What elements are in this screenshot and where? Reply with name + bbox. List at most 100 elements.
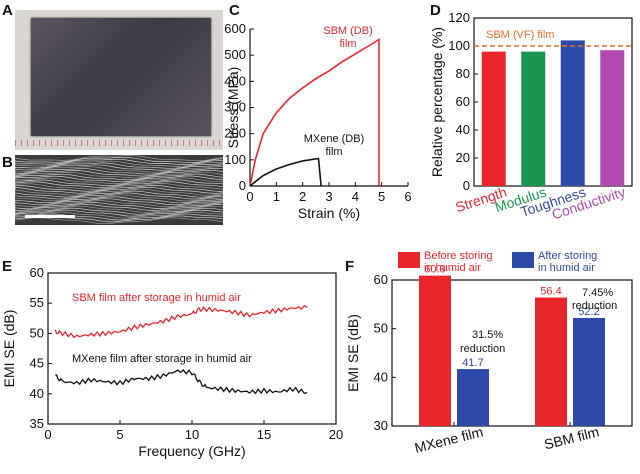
c-annotation-mxene: film bbox=[325, 146, 342, 158]
sem-layer bbox=[15, 167, 223, 175]
c-y-tick-label: 600 bbox=[224, 21, 246, 36]
sem-layer bbox=[15, 188, 223, 196]
sem-layer bbox=[15, 158, 223, 165]
c-x-tick-label: 1 bbox=[273, 189, 280, 204]
sem-layer bbox=[15, 179, 223, 186]
sem-layer bbox=[15, 181, 223, 188]
sem-layer bbox=[15, 200, 223, 208]
c-series-sbm-line bbox=[249, 38, 380, 187]
d-bar-conductivity bbox=[600, 50, 625, 187]
f-y-axis-label: EMI SE (dB) bbox=[345, 314, 361, 392]
e-y-tick-label: 40 bbox=[30, 386, 44, 401]
c-x-axis-label: Strain (%) bbox=[298, 205, 360, 221]
d-y-tick-label: 120 bbox=[448, 10, 470, 25]
f-bar-after bbox=[457, 369, 489, 426]
scale-bar bbox=[25, 215, 75, 218]
f-value-label: 60.9 bbox=[424, 264, 445, 276]
sem-layer bbox=[15, 207, 223, 215]
sem-layer bbox=[15, 196, 223, 204]
f-annotation-sbm: reduction bbox=[572, 300, 617, 312]
d-reference-label: SBM (VF) film bbox=[486, 29, 554, 41]
f-y-tick-label: 30 bbox=[374, 418, 388, 433]
sem-layer bbox=[15, 173, 223, 181]
sem-layer bbox=[15, 177, 223, 184]
f-bar-after bbox=[573, 317, 605, 426]
sem-layer bbox=[15, 192, 223, 200]
e-y-tick-label: 60 bbox=[30, 265, 44, 280]
f-legend-swatch-before bbox=[398, 252, 420, 268]
c-y-tick-label: 0 bbox=[239, 178, 246, 193]
e-y-axis-label: EMI SE (dB) bbox=[1, 310, 17, 388]
d-y-tick-label: 20 bbox=[456, 150, 470, 165]
c-x-tick-label: 2 bbox=[299, 189, 306, 204]
sem-layer bbox=[15, 162, 223, 169]
f-legend-swatch-after bbox=[512, 252, 534, 268]
d-y-tick-label: 40 bbox=[456, 122, 470, 137]
sem-layer bbox=[15, 203, 223, 211]
f-category-label: SBM film bbox=[543, 423, 601, 452]
f-y-tick-label: 60 bbox=[374, 272, 388, 287]
d-category-label: Conductivity bbox=[550, 184, 627, 223]
e-x-tick-label: 0 bbox=[44, 427, 51, 442]
c-series-mxene-line bbox=[249, 157, 322, 187]
e-y-tick-label: 35 bbox=[30, 416, 44, 431]
e-x-tick-label: 15 bbox=[257, 427, 271, 442]
panel-label-c: C bbox=[229, 2, 240, 19]
panel-label-f: F bbox=[345, 258, 355, 275]
sem-layer bbox=[15, 183, 223, 190]
sem-layer bbox=[15, 175, 223, 183]
e-series-mxene-label: MXene film after storage in humid air bbox=[72, 353, 252, 365]
f-legend-after: After storing bbox=[538, 250, 597, 262]
c-annotation-sbm: film bbox=[339, 38, 356, 50]
c-x-tick-label: 5 bbox=[378, 189, 385, 204]
c-y-tick-label: 100 bbox=[224, 152, 246, 167]
f-annotation-sbm: 7.45% bbox=[582, 287, 613, 299]
f-annotation-mxene: 31.5% bbox=[472, 329, 503, 341]
e-y-tick-label: 45 bbox=[30, 356, 44, 371]
sem-layer bbox=[15, 213, 223, 221]
d-y-tick-label: 0 bbox=[463, 178, 470, 193]
c-x-tick-label: 6 bbox=[404, 189, 411, 204]
sem-layer bbox=[15, 190, 223, 198]
c-y-tick-label: 300 bbox=[224, 100, 246, 115]
c-annotation-mxene: MXene (DB) bbox=[304, 133, 365, 145]
c-y-axis-label: Stress (MPa) bbox=[225, 67, 241, 149]
film-photo bbox=[15, 10, 223, 150]
panel-label-b: B bbox=[2, 154, 13, 171]
f-y-tick-label: 50 bbox=[374, 321, 388, 336]
film-sample bbox=[31, 18, 211, 136]
sem-cross-section bbox=[15, 155, 223, 225]
sem-layer bbox=[15, 198, 223, 206]
sem-layer bbox=[15, 157, 223, 164]
sem-layer bbox=[15, 160, 223, 167]
c-x-tick-label: 4 bbox=[352, 189, 359, 204]
sem-layer bbox=[15, 155, 223, 162]
sem-layer bbox=[15, 171, 223, 179]
c-y-tick-label: 500 bbox=[224, 47, 246, 62]
d-category-label: Modulus bbox=[493, 184, 548, 216]
d-category-label: Toughness bbox=[518, 184, 587, 220]
d-y-tick-label: 60 bbox=[456, 94, 470, 109]
c-y-tick-label: 400 bbox=[224, 73, 246, 88]
c-y-tick-label: 200 bbox=[224, 126, 246, 141]
sem-layer bbox=[15, 185, 223, 192]
c-x-tick-label: 0 bbox=[246, 189, 253, 204]
f-bar-before bbox=[419, 275, 451, 426]
f-y-tick-label: 40 bbox=[374, 369, 388, 384]
d-bar-strength bbox=[481, 51, 506, 186]
e-x-tick-label: 10 bbox=[185, 427, 199, 442]
sem-layer bbox=[15, 205, 223, 213]
d-bar-toughness bbox=[560, 40, 585, 187]
e-series-sbm-label: SBM film after storage in humid air bbox=[72, 292, 241, 304]
f-value-label: 56.4 bbox=[540, 286, 561, 298]
d-category-label: Strength bbox=[453, 184, 508, 216]
e-x-axis-label: Frequency (GHz) bbox=[138, 443, 245, 459]
e-x-tick-label: 5 bbox=[116, 427, 123, 442]
d-y-tick-label: 100 bbox=[448, 38, 470, 53]
sem-layer bbox=[15, 169, 223, 177]
sem-layer bbox=[15, 217, 223, 225]
sem-layer bbox=[15, 202, 223, 209]
sem-texture bbox=[15, 155, 223, 225]
sem-layer bbox=[15, 211, 223, 219]
d-plot-frame bbox=[473, 17, 633, 187]
